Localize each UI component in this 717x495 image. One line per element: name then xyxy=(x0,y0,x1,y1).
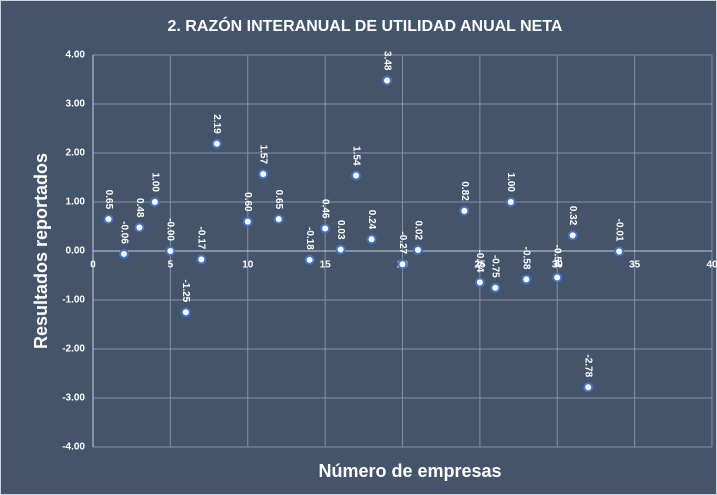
point xyxy=(211,138,222,149)
data-label: 0.82 xyxy=(459,181,470,201)
data-label: 1.57 xyxy=(258,145,269,165)
data-label: 0.46 xyxy=(319,199,330,219)
data-label: -0.54 xyxy=(552,245,563,268)
x-tick-label: 5 xyxy=(168,260,174,271)
point xyxy=(165,246,176,256)
data-label: 2.19 xyxy=(211,114,222,134)
data-label: -0.27 xyxy=(397,231,408,254)
x-tick-label: 25 xyxy=(474,260,486,271)
y-tick-label: -4.00 xyxy=(62,442,85,453)
point xyxy=(103,214,114,225)
data-label: -0.75 xyxy=(490,255,501,278)
point xyxy=(521,274,532,285)
data-label: 3.48 xyxy=(381,51,392,71)
data-label: -0.06 xyxy=(118,221,129,244)
point xyxy=(242,216,253,227)
point xyxy=(412,245,423,256)
data-label: 0.02 xyxy=(412,221,423,241)
data-label: -0.58 xyxy=(521,247,532,270)
x-tick-label: 35 xyxy=(629,260,641,271)
y-tick-label: -1.00 xyxy=(62,295,85,306)
data-label: -0.01 xyxy=(614,219,625,242)
data-label: -2.78 xyxy=(583,354,594,377)
data-label: 0.65 xyxy=(273,190,284,210)
point xyxy=(118,248,129,259)
point xyxy=(366,234,377,245)
data-label: 1.00 xyxy=(149,173,160,193)
point xyxy=(335,244,346,255)
data-label: 0.24 xyxy=(366,210,377,230)
y-tick-label: 2.00 xyxy=(66,148,86,159)
data-label: 0.48 xyxy=(134,198,145,218)
point xyxy=(149,197,160,207)
x-tick-label: 40 xyxy=(706,260,717,271)
point xyxy=(552,272,563,283)
data-label: 1.54 xyxy=(350,146,361,166)
point xyxy=(320,223,331,234)
data-label: 0.03 xyxy=(335,220,346,240)
data-label: -0.18 xyxy=(304,227,315,250)
y-tick-label: 1.00 xyxy=(66,197,86,208)
data-label: -0.00 xyxy=(165,218,176,241)
data-label: 0.32 xyxy=(567,206,578,226)
point xyxy=(614,246,625,257)
data-label: 0.65 xyxy=(103,190,114,210)
y-tick-label: -3.00 xyxy=(62,393,85,404)
chart-title: 2. RAZÓN INTERANUAL DE UTILIDAD ANUAL NE… xyxy=(168,16,563,35)
x-tick-label: 15 xyxy=(320,260,332,271)
y-tick-label: 0.00 xyxy=(66,246,86,257)
point xyxy=(304,254,315,265)
point xyxy=(351,170,362,181)
x-axis-label: Número de empresas xyxy=(318,461,501,481)
point xyxy=(382,75,393,86)
data-label: -0.17 xyxy=(196,227,207,250)
point xyxy=(273,214,284,225)
point xyxy=(196,254,207,265)
y-tick-label: -2.00 xyxy=(62,344,85,355)
point xyxy=(134,222,145,233)
x-tick-label: 30 xyxy=(552,260,564,271)
y-tick-label: 4.00 xyxy=(66,50,86,61)
point xyxy=(505,197,516,207)
point xyxy=(490,282,501,293)
data-label: -0.64 xyxy=(474,250,485,273)
point xyxy=(397,259,408,270)
data-label: 1.00 xyxy=(505,173,516,193)
y-axis-label: Resultados reportados xyxy=(31,153,51,349)
point xyxy=(459,205,470,216)
y-tick-label: 3.00 xyxy=(66,99,86,110)
point xyxy=(258,169,269,180)
data-label: -1.25 xyxy=(180,279,191,302)
data-label: 0.60 xyxy=(242,192,253,212)
point xyxy=(567,230,578,241)
point xyxy=(474,277,485,288)
x-tick-label: 10 xyxy=(242,260,254,271)
point xyxy=(583,382,594,393)
point xyxy=(180,307,191,318)
